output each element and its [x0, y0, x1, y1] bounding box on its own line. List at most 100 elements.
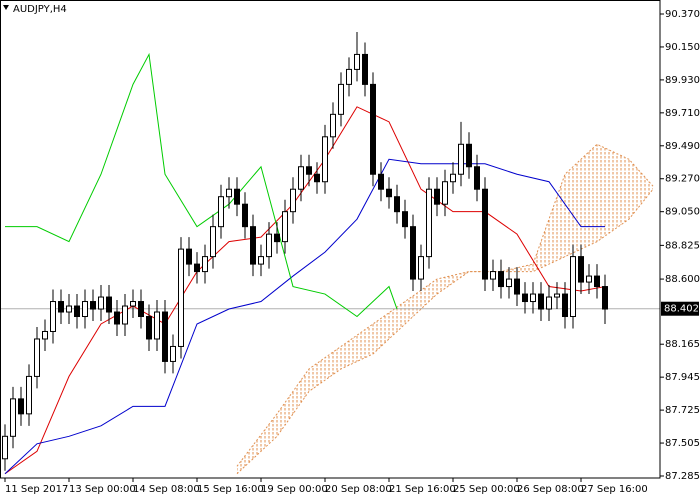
candle-body: [226, 188, 232, 198]
candle-body: [146, 316, 152, 340]
y-tick-label: 89.050: [665, 207, 700, 218]
candle-body: [474, 166, 480, 190]
candle-body: [274, 233, 280, 243]
candle-body: [50, 301, 56, 332]
cloud-edge: [236, 188, 654, 475]
candle-body: [450, 173, 456, 183]
candle-body: [330, 113, 336, 138]
x-tick-label: 14 Sep 08:00: [133, 484, 200, 495]
candle-body: [234, 188, 240, 205]
candle-body: [578, 256, 584, 283]
candle-body: [466, 143, 472, 168]
candle-body: [522, 293, 528, 303]
candle-body: [458, 143, 464, 175]
candle-body: [410, 226, 416, 280]
x-tick-label: 21 Sep 16:00: [389, 484, 456, 495]
candle-body: [586, 275, 592, 283]
plot-frame: [0, 0, 661, 479]
y-tick-label: 89.930: [665, 75, 700, 86]
candle-body: [210, 226, 216, 258]
y-tick-label: 88.825: [665, 240, 700, 251]
symbol-icon: [3, 5, 9, 10]
x-tick-label: 11 Sep 2017: [5, 484, 68, 495]
candle-body: [322, 136, 328, 183]
candle-body: [266, 233, 272, 258]
y-tick-label: 87.505: [665, 438, 700, 449]
candle-body: [418, 256, 424, 280]
last-price-box: [661, 301, 699, 316]
candle-body: [506, 278, 512, 288]
y-tick-label: 87.725: [665, 405, 700, 416]
candle-body: [434, 188, 440, 205]
candle-body: [242, 203, 248, 228]
x-tick-label: 26 Sep 08:00: [517, 484, 584, 495]
candle-body: [186, 248, 192, 265]
x-tick-label: 27 Sep 16:00: [581, 484, 648, 495]
candle-body: [90, 301, 96, 310]
y-tick-label: 90.370: [665, 9, 700, 20]
candle-body: [114, 311, 120, 325]
candle-body: [562, 293, 568, 318]
candle-body: [546, 296, 552, 310]
y-tick-label: 90.150: [665, 42, 700, 53]
candle-body: [58, 301, 64, 313]
candle-body: [130, 301, 136, 307]
candle-body: [362, 53, 368, 85]
candle-body: [18, 398, 24, 415]
plot-area: [0, 31, 660, 475]
last-price-label: 88.402: [664, 304, 699, 315]
candle-body: [194, 263, 200, 273]
candle-body: [378, 173, 384, 190]
y-tick-label: 87.285: [665, 471, 700, 482]
candle-body: [602, 286, 608, 310]
x-tick-label: 20 Sep 08:00: [325, 484, 392, 495]
candle-body: [82, 301, 88, 318]
candle-body: [42, 330, 48, 340]
x-tick-label: 19 Sep 00:00: [261, 484, 328, 495]
candle-body: [426, 188, 432, 258]
candle-body: [154, 311, 160, 340]
candle-body: [26, 375, 32, 415]
x-tick-label: 13 Sep 00:00: [69, 484, 136, 495]
cloud-edge: [236, 143, 654, 467]
indicator-line: [4, 158, 605, 475]
y-tick-label: 89.490: [665, 141, 700, 152]
indicator-line: [5, 52, 398, 318]
x-tick-label: 15 Sep 16:00: [197, 484, 264, 495]
candle-body: [10, 398, 16, 437]
candle-body: [250, 226, 256, 265]
y-tick-label: 88.600: [665, 274, 700, 285]
candle-body: [338, 83, 344, 115]
candle-body: [170, 345, 176, 362]
candle-body: [530, 293, 536, 303]
y-tick-label: 87.945: [665, 372, 700, 383]
candle-body: [498, 271, 504, 288]
chart-title: AUDJPY,H4: [13, 4, 67, 15]
candle-body: [74, 305, 80, 318]
y-tick-label: 89.710: [665, 108, 700, 119]
candle-body: [394, 196, 400, 213]
candle-body: [538, 293, 544, 310]
candle-body: [354, 53, 360, 70]
candle-body: [98, 296, 104, 310]
candle-body: [554, 293, 560, 298]
candle-body: [346, 68, 352, 85]
candle-body: [370, 83, 376, 175]
candle-body: [122, 305, 128, 325]
candle-body: [570, 256, 576, 318]
candle-body: [2, 435, 8, 460]
candle-body: [290, 188, 296, 213]
candle-body: [306, 166, 312, 175]
candle-body: [218, 196, 224, 228]
candle-body: [34, 338, 40, 377]
candle-body: [442, 181, 448, 205]
candle-body: [106, 296, 112, 313]
x-tick-label: 25 Sep 00:00: [453, 484, 520, 495]
candle-body: [282, 211, 288, 243]
candle-body: [594, 275, 600, 288]
candle-body: [202, 256, 208, 273]
y-tick-label: 89.270: [665, 174, 700, 185]
candle-body: [386, 188, 392, 198]
candle-body: [402, 211, 408, 228]
